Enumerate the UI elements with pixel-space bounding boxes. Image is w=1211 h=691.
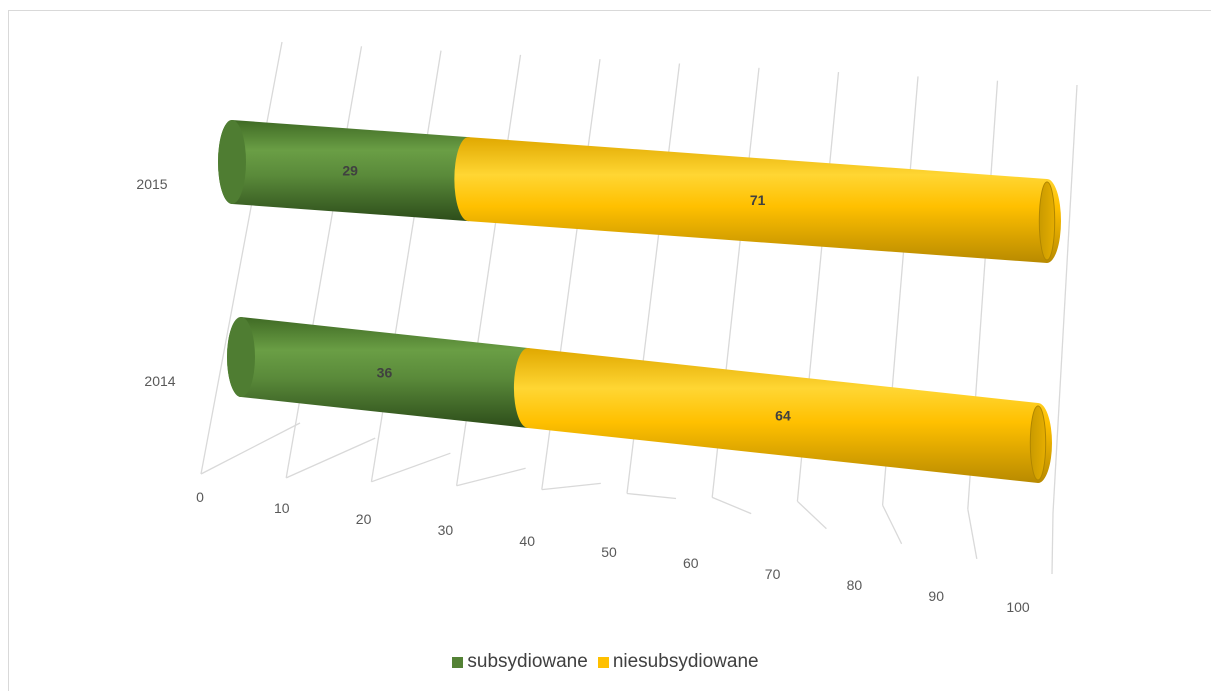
floor-line-30: [456, 467, 526, 487]
data-label-2015-niesubsydiowane: 71: [750, 192, 766, 208]
x-tick-labels: 0 10 20 30 40 50 60 70 80 90 100: [196, 489, 1030, 615]
bar-end-cap-2014: [1029, 405, 1047, 481]
data-labels: 29 71 36 64: [342, 163, 791, 424]
floor-line-80: [882, 504, 903, 545]
floor-line-20: [371, 452, 451, 483]
floor-line-40: [541, 482, 601, 491]
floor-line-60: [711, 496, 752, 515]
data-label-2014-subsydiowane: 36: [377, 364, 393, 380]
x-tick-label: 100: [1006, 599, 1030, 615]
bar-2014-subsydiowane: [227, 317, 542, 428]
category-labels: 2015 2014: [136, 176, 175, 389]
bar-start-cap-2015: [218, 120, 246, 204]
x-tick-label: 80: [847, 577, 863, 593]
data-label-2015-subsydiowane: 29: [342, 163, 358, 179]
x-tick-label: 40: [519, 533, 535, 549]
bar-end-cap-2015: [1038, 181, 1056, 261]
category-label-2015: 2015: [136, 176, 167, 192]
bar-start-cap-2014: [227, 317, 255, 397]
x-tick-label: 0: [196, 489, 204, 505]
floor-line-100: [1051, 512, 1054, 575]
legend: subsydiowane niesubsydiowane: [0, 650, 1211, 674]
bars: [218, 120, 1061, 483]
x-tick-label: 90: [928, 588, 944, 604]
bar-2015-niesubsydiowane: [454, 137, 1061, 263]
x-tick-label: 50: [601, 544, 617, 560]
x-tick-label: 60: [683, 555, 699, 571]
legend-item-subsydiowane: subsydiowane: [452, 651, 588, 673]
data-label-2014-niesubsydiowane: 64: [775, 407, 791, 423]
gridline-0: [200, 41, 283, 475]
floor-line-10: [285, 437, 376, 479]
legend-item-niesubsydiowane: niesubsydiowane: [597, 651, 759, 673]
floor-line-0: [200, 422, 301, 475]
floor-line-50: [626, 492, 677, 500]
chart-frame: [8, 10, 1211, 691]
legend-label: subsydiowane: [467, 651, 588, 672]
x-tick-label: 20: [356, 511, 372, 527]
legend-swatch: [597, 656, 609, 668]
floor-line-90: [967, 508, 978, 560]
bar-2015-subsydiowane: [218, 120, 483, 222]
legend-label: niesubsydiowane: [612, 651, 759, 672]
floor-gridlines: [200, 422, 1054, 575]
gridline-10: [285, 46, 363, 479]
x-tick-label: 10: [274, 500, 290, 516]
floor-line-70: [796, 500, 827, 530]
bar-2014-niesubsydiowane: [513, 347, 1052, 483]
gridline-100: [1052, 84, 1078, 514]
category-label-2014: 2014: [144, 373, 175, 389]
x-tick-label: 30: [438, 522, 454, 538]
legend-swatch: [452, 656, 464, 668]
x-tick-label: 70: [765, 566, 781, 582]
